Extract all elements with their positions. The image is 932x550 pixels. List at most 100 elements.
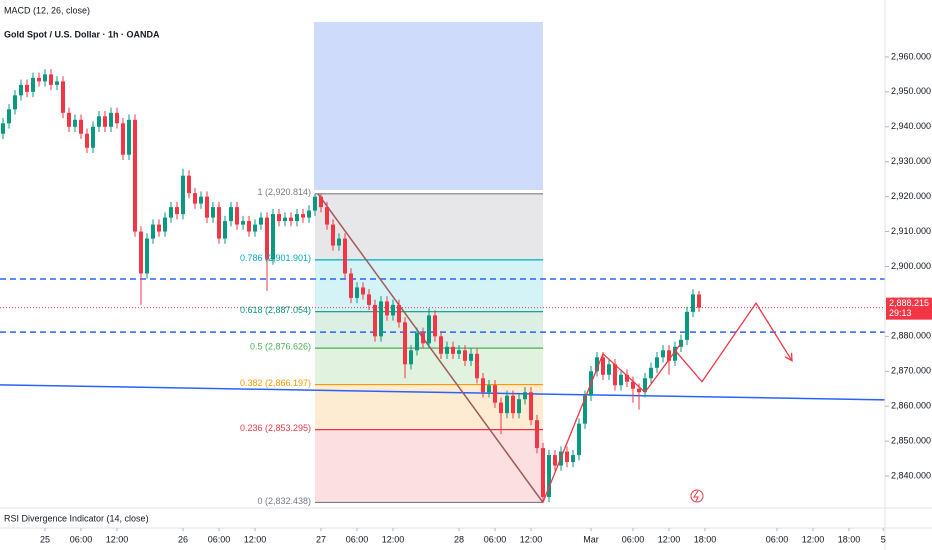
candle-body	[247, 221, 251, 232]
candle-body	[1, 123, 5, 134]
x-tick-label: Mar	[583, 534, 599, 544]
candle-body	[487, 385, 491, 393]
x-tick-label: 06:00	[208, 534, 231, 544]
fib-zone	[315, 193, 543, 260]
fib-label: 0 (2,832.438)	[257, 496, 311, 506]
candle-body	[19, 84, 23, 96]
projection-arrow	[674, 301, 793, 383]
price-pane	[0, 69, 885, 504]
y-tick-label: 2,840.000	[891, 470, 931, 480]
candle-body	[373, 304, 377, 337]
alert-icon[interactable]	[690, 489, 704, 503]
candle-body	[403, 322, 407, 365]
candle-body	[391, 304, 395, 316]
indicator-label: RSI Divergence Indicator (14, close)	[4, 513, 149, 523]
candle-body	[637, 388, 641, 393]
fib-label: 0.382 (2,866.197)	[240, 378, 311, 388]
candle-body	[253, 224, 257, 232]
y-tick-label: 2,920.000	[891, 191, 931, 201]
candle-body	[313, 196, 317, 211]
y-tick-label: 2,960.000	[891, 51, 931, 61]
candle-body	[535, 420, 539, 449]
candle-body	[583, 395, 587, 424]
candle-body	[325, 207, 329, 225]
candle-body	[481, 378, 485, 393]
candle-body	[619, 374, 623, 386]
candle-body	[13, 95, 17, 110]
candle-body	[277, 214, 281, 222]
candle-body	[67, 112, 71, 127]
candle-body	[547, 455, 551, 497]
candle-body	[115, 112, 119, 124]
y-tick-label: 2,870.000	[891, 366, 931, 376]
candle-body	[673, 346, 677, 361]
y-tick-label: 2,900.000	[891, 261, 931, 271]
x-tick-label: 26	[178, 534, 188, 544]
fib-trend	[317, 193, 544, 504]
candle-body	[295, 214, 299, 222]
candle-body	[55, 81, 59, 85]
candle-body	[337, 238, 341, 246]
candle-body	[577, 423, 581, 456]
candle-body	[235, 207, 239, 225]
candle-body	[283, 217, 287, 222]
candle-body	[109, 112, 113, 127]
x-tick-label: 06:00	[484, 534, 507, 544]
candle-body	[85, 133, 89, 148]
x-tick-label: 28	[454, 534, 464, 544]
candle-body	[601, 357, 605, 375]
candle-body	[163, 217, 167, 232]
candle-body	[655, 357, 659, 368]
candle-body	[7, 109, 11, 124]
fib-label: 0.236 (2,853.295)	[240, 423, 311, 433]
last-price-box	[886, 297, 932, 320]
x-tick-label: 06:00	[70, 534, 93, 544]
candle-body	[217, 207, 221, 239]
candle-body	[223, 221, 227, 239]
x-tick-label: 5	[881, 534, 886, 544]
candle-body	[697, 294, 701, 308]
candle-body	[379, 301, 383, 337]
chart-title: Gold Spot / U.S. Dollar · 1h · OANDA	[4, 29, 160, 39]
candle-body	[499, 402, 503, 414]
candle-body	[625, 374, 629, 382]
candle-body	[133, 119, 137, 232]
candle-body	[523, 392, 527, 400]
candle-body	[649, 367, 653, 379]
x-tick-label: 12:00	[658, 534, 681, 544]
projection-line	[542, 342, 682, 503]
candle-body	[361, 287, 365, 295]
candle-body	[691, 294, 695, 312]
candle-body	[457, 350, 461, 354]
x-tick-label: 27	[316, 534, 326, 544]
candle-body	[427, 315, 431, 344]
candle-body	[613, 364, 617, 386]
candle-body	[139, 231, 143, 274]
candle-body	[571, 455, 575, 463]
candle-body	[355, 287, 359, 298]
candle-body	[211, 207, 215, 218]
candle-body	[331, 224, 335, 246]
candle-body	[463, 350, 467, 361]
candle-body	[229, 207, 233, 222]
candle-body	[37, 77, 41, 82]
candle-body	[553, 455, 557, 466]
candle-body	[73, 119, 77, 127]
x-tick-label: 25	[40, 534, 50, 544]
candle-body	[439, 336, 443, 354]
last-price-label: 2,888.215	[889, 298, 929, 308]
candle-body	[685, 311, 689, 340]
candle-body	[259, 217, 263, 225]
candle-body	[505, 395, 509, 414]
candle-body	[349, 273, 353, 298]
x-tick-label: 12:00	[244, 534, 267, 544]
trendline	[0, 384, 885, 401]
indicator-label: MACD (12, 26, close)	[4, 5, 90, 15]
x-tick-label: 18:00	[694, 534, 717, 544]
arrow-head	[784, 352, 793, 362]
candle-body	[367, 294, 371, 305]
candle-body	[307, 210, 311, 218]
y-tick-label: 2,860.000	[891, 401, 931, 411]
y-tick-label: 2,910.000	[891, 226, 931, 236]
candle-body	[661, 350, 665, 358]
